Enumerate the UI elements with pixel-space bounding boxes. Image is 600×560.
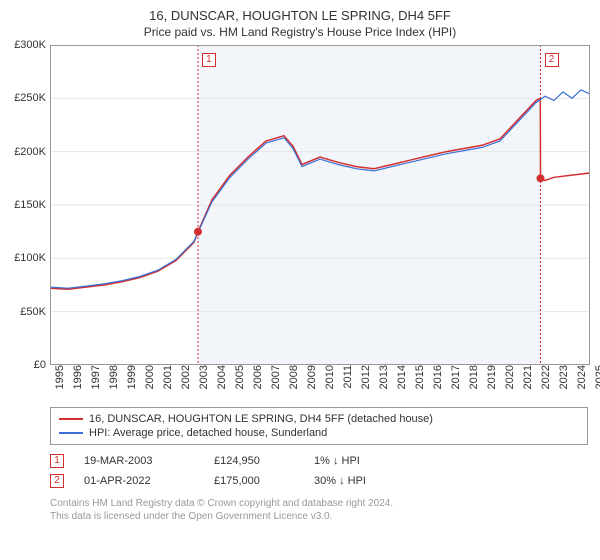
- sale-date: 19-MAR-2003: [84, 455, 194, 467]
- x-axis-label: 2014: [392, 365, 408, 389]
- x-axis-label: 2025: [590, 365, 600, 389]
- x-axis-label: 2023: [554, 365, 570, 389]
- x-axis-label: 1997: [86, 365, 102, 389]
- x-axis-label: 2019: [482, 365, 498, 389]
- x-axis-label: 2004: [212, 365, 228, 389]
- y-axis-label: £150K: [14, 199, 50, 211]
- page-title: 16, DUNSCAR, HOUGHTON LE SPRING, DH4 5FF: [0, 0, 600, 23]
- sale-marker-inline: 1: [50, 454, 64, 468]
- legend-item: 16, DUNSCAR, HOUGHTON LE SPRING, DH4 5FF…: [59, 412, 579, 426]
- legend-label: 16, DUNSCAR, HOUGHTON LE SPRING, DH4 5FF…: [89, 413, 433, 425]
- x-axis-label: 2022: [536, 365, 552, 389]
- legend-label: HPI: Average price, detached house, Sund…: [89, 427, 327, 439]
- x-axis-label: 1996: [68, 365, 84, 389]
- x-axis-label: 2012: [356, 365, 372, 389]
- legend-swatch: [59, 432, 83, 434]
- x-axis-label: 2015: [410, 365, 426, 389]
- x-axis-label: 2017: [446, 365, 462, 389]
- sale-diff: 1% ↓ HPI: [314, 455, 414, 467]
- sale-marker: 1: [202, 53, 216, 67]
- x-axis-label: 2002: [176, 365, 192, 389]
- sale-marker-inline: 2: [50, 474, 64, 488]
- footer-line-1: Contains HM Land Registry data © Crown c…: [50, 497, 588, 510]
- x-axis-label: 2009: [302, 365, 318, 389]
- y-axis-label: £100K: [14, 252, 50, 264]
- footer-attribution: Contains HM Land Registry data © Crown c…: [50, 497, 588, 523]
- sale-marker: 2: [545, 53, 559, 67]
- sale-row: 1 19-MAR-2003 £124,950 1% ↓ HPI: [50, 451, 588, 471]
- sale-diff: 30% ↓ HPI: [314, 475, 414, 487]
- x-axis-label: 2006: [248, 365, 264, 389]
- x-axis-label: 2008: [284, 365, 300, 389]
- y-axis-label: £0: [34, 359, 50, 371]
- x-axis-label: 2000: [140, 365, 156, 389]
- x-axis-label: 2005: [230, 365, 246, 389]
- x-axis-label: 2018: [464, 365, 480, 389]
- x-axis-label: 2013: [374, 365, 390, 389]
- sale-date: 01-APR-2022: [84, 475, 194, 487]
- x-axis-label: 1995: [50, 365, 66, 389]
- x-axis-label: 2011: [338, 365, 354, 389]
- page-subtitle: Price paid vs. HM Land Registry's House …: [0, 23, 600, 45]
- x-axis-label: 2010: [320, 365, 336, 389]
- x-axis-label: 2021: [518, 365, 534, 389]
- x-axis-label: 2003: [194, 365, 210, 389]
- x-axis-label: 2001: [158, 365, 174, 389]
- sales-table: 1 19-MAR-2003 £124,950 1% ↓ HPI 2 01-APR-2022…: [50, 451, 588, 491]
- x-axis-label: 1999: [122, 365, 138, 389]
- price-chart: £0£50K£100K£150K£200K£250K£300K199519961…: [50, 45, 590, 365]
- sale-price: £124,950: [214, 455, 294, 467]
- sale-row: 2 01-APR-2022 £175,000 30% ↓ HPI: [50, 471, 588, 491]
- y-axis-label: £50K: [20, 306, 50, 318]
- x-axis-label: 2024: [572, 365, 588, 389]
- x-axis-label: 2007: [266, 365, 282, 389]
- legend-item: HPI: Average price, detached house, Sund…: [59, 426, 579, 440]
- y-axis-label: £200K: [14, 146, 50, 158]
- y-axis-label: £250K: [14, 92, 50, 104]
- legend: 16, DUNSCAR, HOUGHTON LE SPRING, DH4 5FF…: [50, 407, 588, 445]
- footer-line-2: This data is licensed under the Open Gov…: [50, 510, 588, 523]
- x-axis-label: 2020: [500, 365, 516, 389]
- x-axis-label: 2016: [428, 365, 444, 389]
- legend-swatch: [59, 418, 83, 420]
- x-axis-label: 1998: [104, 365, 120, 389]
- sale-price: £175,000: [214, 475, 294, 487]
- y-axis-label: £300K: [14, 39, 50, 51]
